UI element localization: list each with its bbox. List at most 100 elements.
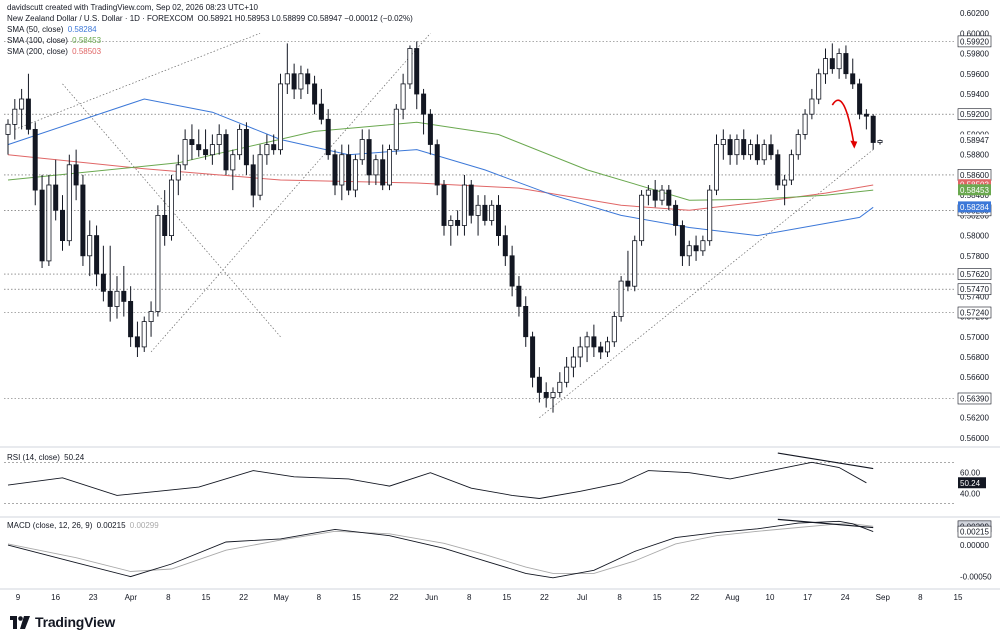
candle[interactable] — [203, 149, 209, 156]
sma100-legend[interactable]: SMA (100, close) 0.58453 — [7, 36, 101, 46]
candle[interactable] — [400, 83, 406, 110]
candle[interactable] — [407, 48, 413, 85]
candle[interactable] — [707, 189, 713, 242]
candle[interactable] — [782, 179, 788, 186]
candle[interactable] — [523, 305, 529, 338]
candle[interactable] — [60, 209, 66, 242]
candle[interactable] — [802, 113, 808, 135]
candle[interactable] — [325, 118, 331, 156]
candle[interactable] — [754, 144, 760, 161]
candle[interactable] — [591, 336, 597, 348]
candle[interactable] — [829, 58, 835, 70]
candle[interactable] — [386, 149, 392, 186]
candle[interactable] — [427, 113, 433, 145]
candle[interactable] — [530, 336, 536, 378]
candle[interactable] — [73, 164, 79, 186]
candle[interactable] — [809, 98, 815, 115]
candle[interactable] — [19, 98, 25, 110]
candle[interactable] — [284, 73, 290, 85]
candle[interactable] — [666, 189, 672, 206]
candle[interactable] — [570, 356, 576, 368]
candle[interactable] — [857, 83, 863, 115]
candle[interactable] — [250, 164, 256, 196]
candle[interactable] — [693, 245, 699, 252]
candle[interactable] — [659, 189, 665, 201]
candle[interactable] — [80, 184, 86, 257]
candle[interactable] — [863, 113, 869, 117]
candle[interactable] — [877, 140, 883, 143]
candle[interactable] — [155, 214, 161, 312]
candle[interactable] — [557, 381, 563, 393]
candle[interactable] — [516, 285, 522, 307]
candle[interactable] — [475, 204, 481, 216]
macd-legend[interactable]: MACD (close, 12, 26, 9) 0.00215 0.00299 — [7, 521, 159, 531]
candle[interactable] — [795, 134, 801, 156]
sma50-legend[interactable]: SMA (50, close) 0.58284 — [7, 25, 97, 35]
candle[interactable] — [53, 184, 59, 211]
candle[interactable] — [741, 139, 747, 156]
candle[interactable] — [577, 346, 583, 358]
rsi-legend[interactable]: RSI (14, close) 50.24 — [7, 453, 84, 463]
candle[interactable] — [305, 73, 311, 85]
candle[interactable] — [230, 154, 236, 171]
candle[interactable] — [434, 144, 440, 186]
candle[interactable] — [611, 316, 617, 343]
candle[interactable] — [761, 144, 767, 161]
candle[interactable] — [625, 280, 631, 287]
candle[interactable] — [39, 189, 45, 262]
candle[interactable] — [12, 108, 18, 125]
candle[interactable] — [216, 134, 222, 146]
candle[interactable] — [502, 235, 508, 257]
candle[interactable] — [243, 128, 249, 166]
sma50-line[interactable] — [7, 98, 874, 237]
candle[interactable] — [509, 255, 515, 287]
candle[interactable] — [352, 159, 358, 191]
candle[interactable] — [46, 184, 52, 262]
candle[interactable] — [495, 204, 501, 237]
candle[interactable] — [652, 189, 658, 201]
candle[interactable] — [748, 144, 754, 156]
candle[interactable] — [175, 164, 181, 181]
trendline[interactable] — [150, 33, 431, 353]
candle[interactable] — [605, 341, 611, 353]
candle[interactable] — [25, 98, 31, 130]
candle[interactable] — [312, 83, 318, 105]
candle[interactable] — [298, 73, 304, 90]
candle[interactable] — [271, 144, 277, 151]
candle[interactable] — [121, 290, 127, 302]
candle[interactable] — [359, 139, 365, 161]
candle[interactable] — [209, 144, 215, 156]
candle[interactable] — [870, 115, 876, 143]
candle[interactable] — [346, 154, 352, 191]
candle[interactable] — [66, 164, 72, 242]
sma200-legend[interactable]: SMA (200, close) 0.58503 — [7, 47, 101, 57]
candle[interactable] — [318, 103, 324, 120]
macd-divergence-arrow[interactable] — [777, 518, 874, 529]
candle[interactable] — [141, 321, 147, 348]
candle[interactable] — [32, 128, 38, 191]
candle[interactable] — [598, 346, 604, 353]
candle[interactable] — [332, 154, 338, 186]
candle[interactable] — [768, 144, 774, 156]
candle[interactable] — [632, 240, 638, 287]
candle[interactable] — [686, 245, 692, 257]
candle[interactable] — [564, 366, 570, 383]
candle[interactable] — [850, 73, 856, 85]
rsi-divergence-arrow[interactable] — [777, 452, 874, 470]
candle[interactable] — [482, 204, 488, 221]
sma200-line[interactable] — [7, 154, 874, 211]
candle[interactable] — [237, 128, 243, 156]
candle[interactable] — [373, 159, 379, 176]
candle[interactable] — [673, 204, 679, 226]
candle[interactable] — [645, 189, 651, 196]
candle[interactable] — [843, 53, 849, 75]
candle[interactable] — [468, 184, 474, 216]
candle[interactable] — [714, 144, 720, 191]
candle[interactable] — [393, 108, 399, 151]
candle[interactable] — [264, 144, 270, 156]
candle[interactable] — [380, 159, 386, 186]
candle[interactable] — [291, 73, 297, 90]
candle[interactable] — [100, 273, 106, 292]
candle[interactable] — [836, 53, 842, 70]
macd-line[interactable] — [7, 520, 874, 579]
